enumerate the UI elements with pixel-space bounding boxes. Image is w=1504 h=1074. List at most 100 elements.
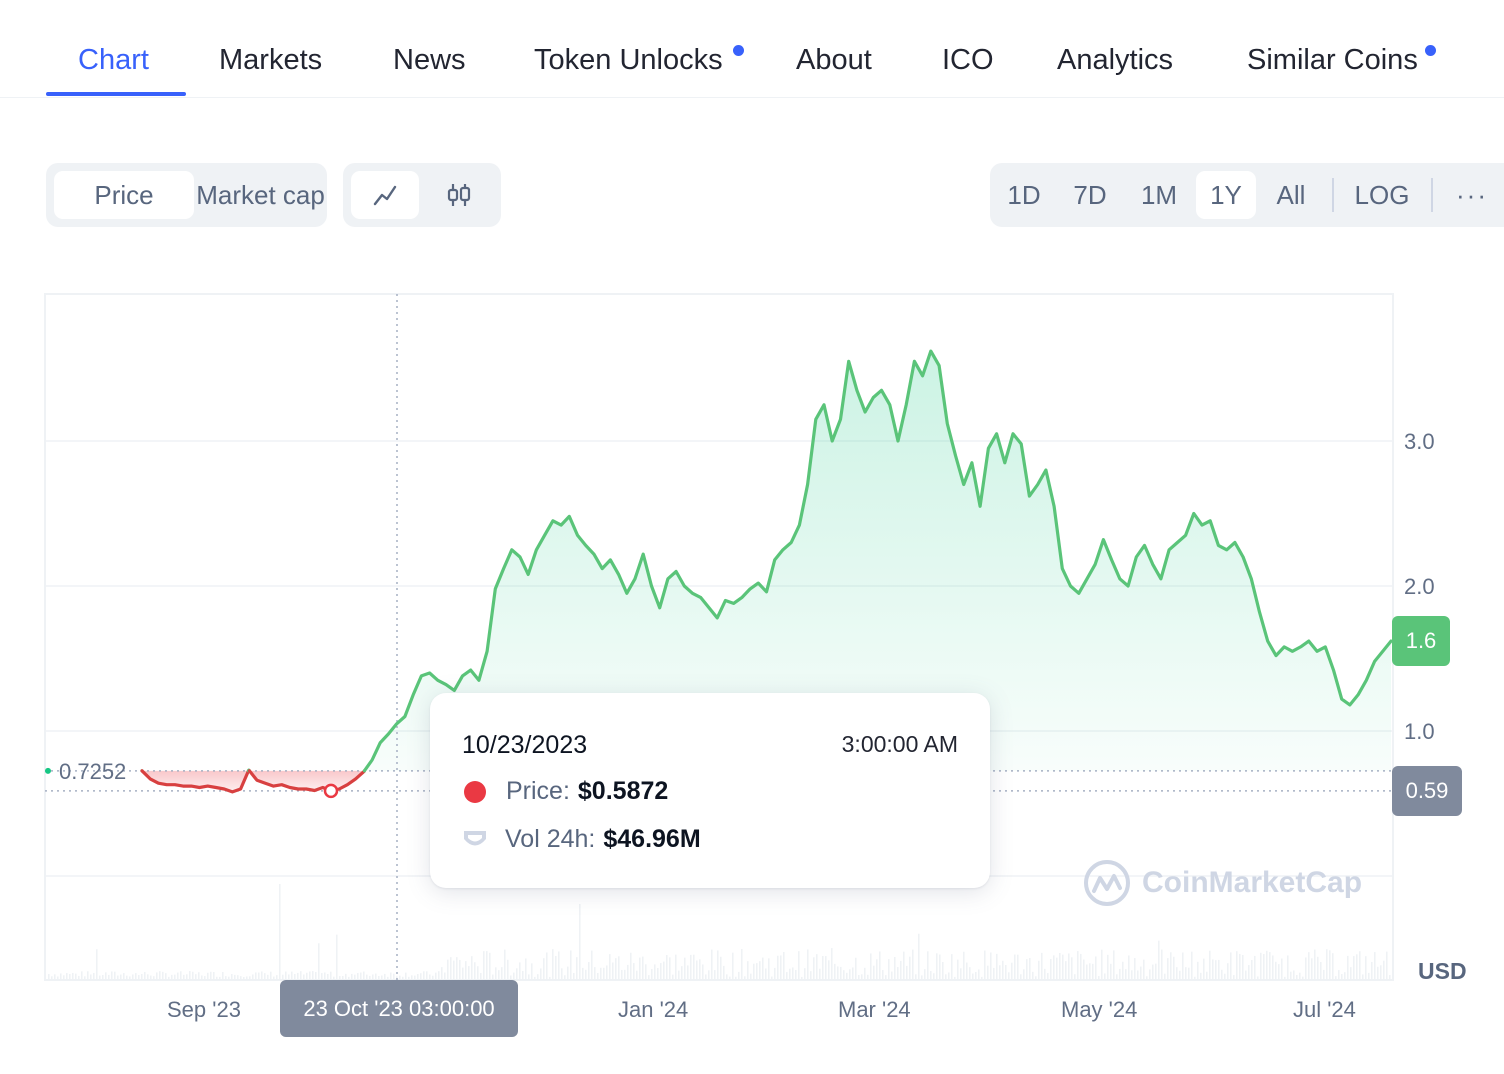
volume-bar [1119, 968, 1121, 979]
price-toggle-button[interactable]: Price [54, 171, 194, 219]
volume-bar [231, 974, 233, 979]
volume-bar [849, 969, 851, 979]
volume-bar [567, 966, 569, 979]
volume-bar [843, 970, 845, 979]
volume-bar [993, 967, 995, 979]
volume-bar [1041, 952, 1043, 979]
volume-bar [1140, 966, 1142, 979]
volume-bar [1152, 964, 1154, 979]
volume-bar [543, 958, 545, 979]
volume-bar [1260, 952, 1262, 979]
volume-bar [1308, 952, 1310, 979]
volume-bar [1077, 951, 1079, 979]
volume-bar [135, 973, 137, 979]
volume-bar [576, 957, 578, 979]
volume-bar [333, 976, 335, 979]
tab-analytics[interactable]: Analytics [1057, 44, 1174, 76]
volume-bar [102, 975, 104, 979]
volume-bar [174, 974, 176, 979]
volume-bar [1326, 949, 1328, 979]
volume-bar [1266, 950, 1268, 979]
volume-bar [69, 974, 71, 979]
volume-bar [1095, 956, 1097, 979]
range-separator [1431, 178, 1433, 212]
volume-bar [237, 975, 239, 979]
volume-bar [1116, 974, 1118, 979]
volume-bar [129, 976, 131, 979]
range-all-button[interactable]: All [1276, 179, 1306, 210]
volume-bar [408, 976, 410, 979]
volume-bar [375, 973, 377, 979]
tab-ico[interactable]: ICO [942, 44, 994, 76]
tab-news[interactable]: News [393, 44, 466, 76]
tab-chart[interactable]: Chart [78, 44, 149, 76]
volume-bar [696, 960, 698, 979]
tab-markets[interactable]: Markets [219, 44, 323, 76]
volume-bar [1056, 957, 1058, 979]
volume-bar [90, 974, 92, 979]
volume-bar [183, 974, 185, 979]
volume-bar [834, 963, 836, 979]
volume-bar [309, 971, 311, 979]
volume-bar [387, 976, 389, 979]
line-chart-button[interactable] [351, 171, 419, 219]
y-tick-label: 2.0 [1404, 574, 1435, 599]
volume-bar [429, 974, 431, 979]
volume-bar [1146, 976, 1148, 979]
volume-bar [1242, 954, 1244, 979]
volume-bar [954, 976, 956, 979]
volume-bar [411, 975, 413, 979]
volume-bar [57, 976, 59, 979]
candlestick-chart-button[interactable] [425, 171, 493, 219]
volume-bar [1218, 959, 1220, 979]
volume-bar [1161, 949, 1163, 979]
volume-bar [1104, 973, 1106, 979]
volume-bar [987, 965, 989, 979]
volume-bar [1383, 960, 1385, 979]
volume-bar [972, 973, 974, 979]
chart-tooltip: 10/23/2023 3:00:00 AM Price: $0.5872 Vol… [430, 693, 990, 888]
volume-bar [84, 976, 86, 979]
volume-bar [612, 962, 614, 979]
more-options-button[interactable]: ··· [1456, 179, 1488, 210]
volume-bar [906, 965, 908, 979]
volume-bar [831, 948, 833, 979]
volume-bar [1053, 955, 1055, 979]
tab-about[interactable]: About [796, 44, 872, 76]
volume-bar [486, 951, 488, 979]
x-tick-label: Jan '24 [618, 997, 689, 1022]
volume-bar [276, 975, 278, 979]
volume-bar [735, 976, 737, 979]
tab-similar-coins[interactable]: Similar Coins [1247, 44, 1418, 76]
price-line-down [140, 769, 251, 794]
volume-bar [348, 976, 350, 979]
volume-bar [417, 974, 419, 979]
volume-bar [240, 976, 242, 979]
volume-bar [1293, 970, 1295, 979]
volume-bar [570, 950, 572, 979]
market-cap-toggle-button[interactable]: Market cap [196, 179, 325, 210]
range-separator [1332, 178, 1334, 212]
volume-bar [861, 974, 863, 979]
volume-bar [126, 975, 128, 979]
range-1d-button[interactable]: 1D [1007, 179, 1041, 210]
volume-bar [1362, 974, 1364, 979]
volume-bar [819, 968, 821, 979]
tooltip-price-row: Price: $0.5872 [464, 777, 668, 806]
volume-bar [927, 951, 929, 979]
volume-bar [690, 954, 692, 979]
range-7d-button[interactable]: 7D [1073, 179, 1107, 210]
volume-bar [99, 975, 101, 979]
volume-bar [552, 949, 554, 979]
volume-bar [1071, 957, 1073, 979]
volume-bar [378, 976, 380, 979]
volume-bar [63, 975, 65, 979]
range-1y-button[interactable]: 1Y [1196, 171, 1256, 219]
log-scale-button[interactable]: LOG [1354, 179, 1410, 210]
range-1m-button[interactable]: 1M [1140, 179, 1178, 210]
metric-toggle: Price Market cap [46, 163, 327, 227]
tab-token-unlocks[interactable]: Token Unlocks [534, 44, 723, 76]
volume-bar [1365, 956, 1367, 979]
volume-bar [747, 961, 749, 979]
